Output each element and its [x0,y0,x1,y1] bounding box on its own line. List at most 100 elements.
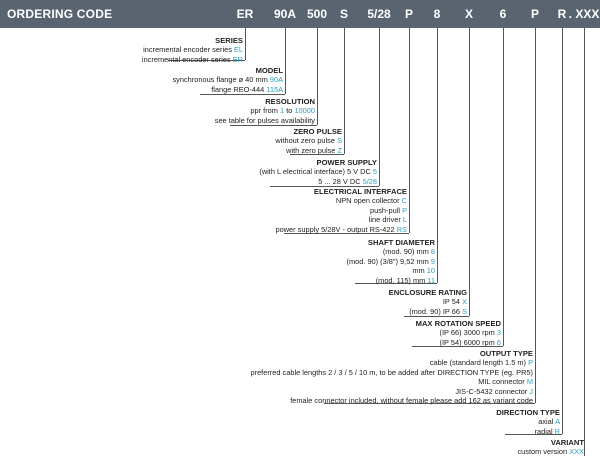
code-variant: . XXX [568,7,600,21]
connector-model [285,28,286,94]
option-row: (IP 54) 6000 rpm 6 [439,337,501,347]
option-code: 9 [430,256,435,266]
option-row: JIS-C-5432 connector J [455,386,533,396]
option-code: 3 [496,328,501,338]
section-resolution: RESOLUTION ppr from 1 to 10000 see table… [215,97,315,125]
option-row: mm 10 [412,266,435,276]
section-power-supply: POWER SUPPLY (with L electrical interfac… [259,158,377,186]
section-zero-pulse: ZERO PULSE without zero pulse S with zer… [275,127,342,155]
option-row: IP 54 X [442,297,467,307]
connector-variant [584,28,585,456]
option-code: J [529,386,533,396]
option-row: (IP 66) 3000 rpm 3 [439,328,501,338]
connector-zero-pulse [344,28,345,154]
tail-zero-pulse [290,154,344,155]
section-title: OUTPUT TYPE [479,349,533,358]
option-code: M [526,377,533,387]
ordering-code-header: ORDERING CODE ER 90A 500 S 5/28 P 8 X 6 … [0,0,600,28]
section-series: SERIES incremental encoder series EL inc… [142,36,243,64]
option-code: L [402,215,407,225]
option-row: line driver L [368,215,407,225]
connector-power-supply [379,28,380,186]
option-row: 5 ... 28 V DC 5/28 [318,176,377,186]
connector-series [245,28,246,60]
option-row: incremental encoder series ER [141,54,243,64]
option-code: 6 [496,337,501,347]
section-title: ZERO PULSE [293,127,342,136]
connector-output-type [535,28,536,403]
section-max-rotation-speed: MAX ROTATION SPEED (IP 66) 3000 rpm 3 (I… [416,319,501,347]
code-zero-pulse: S [339,7,349,21]
option-code: C [401,196,407,206]
code-direction-type: R [557,7,567,21]
tail-output-type [324,403,535,404]
option-code: Z [337,145,342,155]
code-output-type: P [530,7,540,21]
section-electrical-interface: ELECTRICAL INTERFACE NPN open collector … [276,187,408,234]
option-row: (mod. 90) mm 8 [382,247,435,257]
option-row: synchronous flange ø 40 mm 90A [172,75,283,85]
code-rotation-speed: 6 [499,7,507,21]
code-series: ER [236,7,254,21]
section-title: RESOLUTION [265,97,315,106]
header-title: ORDERING CODE [7,7,113,21]
section-title: POWER SUPPLY [316,158,377,167]
option-row: NPN open collector C [335,196,407,206]
option-row: ppr from 1 to 10000 [250,106,315,116]
option-row: radial R [534,426,560,436]
option-row: MIL connector M [478,377,533,387]
option-row: (mod. 90) IP 66 S [409,306,467,316]
tail-resolution [230,125,317,126]
option-row: incremental encoder series EL [143,45,243,55]
section-model: MODEL synchronous flange ø 40 mm 90A fla… [172,66,283,94]
section-title: VARIANT [550,438,584,447]
connector-direction-type [562,28,563,434]
option-row: axial A [538,417,560,427]
section-direction-type: DIRECTION TYPE axial A radial R [496,408,560,436]
option-row: flange REO-444 115A [211,84,283,94]
section-title: MAX ROTATION SPEED [415,319,501,328]
section-shaft-diameter: SHAFT DIAMETER (mod. 90) mm 8 (mod. 90) … [347,238,436,285]
code-power-supply: 5/28 [367,7,391,21]
option-code: ER [232,54,243,64]
connector-electrical-interface [409,28,410,233]
section-title: MODEL [255,66,283,75]
option-code: X [462,297,467,307]
option-code: RS [396,224,407,234]
option-row: push-pull P [370,205,407,215]
option-code: R [554,426,560,436]
option-code: 90A [269,75,283,85]
code-electrical-interface: P [404,7,414,21]
option-code: 115A [266,84,283,94]
section-title: ENCLOSURE RATING [388,288,467,297]
option-row: female connector included, without femal… [290,396,533,406]
tail-series [168,60,245,61]
option-code: S [337,136,342,146]
option-code: XXX [569,447,584,457]
section-title: ELECTRICAL INTERFACE [313,187,407,196]
code-enclosure-rating: X [464,7,474,21]
code-shaft-diameter: 8 [433,7,441,21]
connector-enclosure-rating [469,28,470,316]
code-model: 90A [273,7,297,21]
tail-enclosure-rating [404,316,469,317]
connector-resolution [317,28,318,125]
option-code: EL [233,45,243,55]
section-title: DIRECTION TYPE [496,408,560,417]
option-row: (with L electrical interface) 5 V DC 5 [259,167,377,177]
code-resolution: 500 [306,7,328,21]
connector-rotation-speed [503,28,504,346]
option-code: A [555,417,560,427]
option-row: power supply 5/28V - output RS-422 RS [275,224,408,234]
option-code: 10 [426,266,435,276]
option-code: P [402,205,407,215]
option-code: S [462,306,467,316]
tail-shaft-diameter [355,283,437,284]
connector-shaft-diameter [437,28,438,283]
tail-electrical-interface [284,233,409,234]
section-title: SHAFT DIAMETER [367,238,435,247]
option-row: preferred cable lengths 2 / 3 / 5 / 10 m… [250,367,534,377]
section-enclosure-rating: ENCLOSURE RATING IP 54 X (mod. 90) IP 66… [389,288,467,316]
option-code: 5 [372,167,377,177]
option-code: 5/28 [362,176,377,186]
